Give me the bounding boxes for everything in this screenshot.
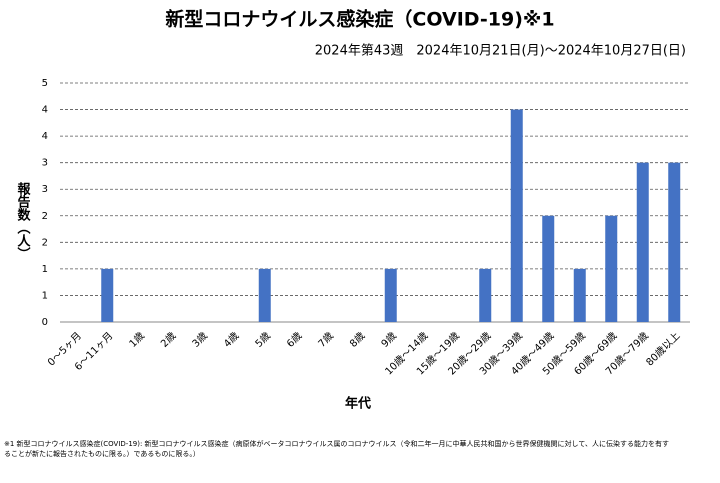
x-tick-label: 2歳: [158, 330, 178, 350]
x-tick-label: 7歳: [316, 330, 336, 350]
bar: [542, 215, 555, 322]
y-tick-label: 4: [42, 131, 48, 142]
bar: [668, 162, 681, 322]
x-tick-label: 80歳以上: [644, 330, 683, 369]
chart-title: 新型コロナウイルス感染症（COVID-19)※1: [165, 8, 554, 31]
chart-subtitle: 2024年第43週 2024年10月21日(月)～2024年10月27日(日): [315, 44, 686, 59]
bar: [101, 268, 114, 322]
y-tick-label: 0: [42, 317, 48, 328]
y-tick-label: 2: [42, 211, 48, 222]
y-tick-label: 4: [42, 105, 48, 116]
bar: [479, 268, 492, 322]
x-tick-label: 3歳: [190, 330, 210, 350]
y-tick-label: 2: [42, 237, 48, 248]
bar: [258, 268, 271, 322]
y-tick-label: 3: [42, 184, 48, 195]
bar: [605, 215, 618, 322]
bar: [510, 109, 523, 322]
x-tick-label: 4歳: [221, 330, 241, 350]
x-tick-label: 9歳: [379, 330, 399, 350]
x-tick-label: 8歳: [347, 330, 367, 350]
bar: [573, 268, 586, 322]
y-tick-label: 3: [42, 158, 48, 169]
x-tick-label: 6歳: [284, 330, 304, 350]
footnote: ※1 新型コロナウイルス感染症(COVID-19): 新型コロナウイルス感染症（…: [4, 439, 669, 448]
y-axis-label: 報告数（人）: [15, 181, 32, 260]
x-tick-label: 5歳: [253, 330, 273, 350]
y-tick-label: 1: [42, 290, 48, 301]
footnote: ることが新たに報告されたものに限る。）であるものに限る。）: [4, 449, 200, 458]
x-tick-label: 1歳: [127, 330, 147, 350]
x-axis-label: 年代: [345, 396, 371, 412]
bar: [636, 162, 649, 322]
y-tick-label: 1: [42, 264, 48, 275]
y-tick-label: 5: [42, 78, 48, 89]
bar: [384, 268, 397, 322]
